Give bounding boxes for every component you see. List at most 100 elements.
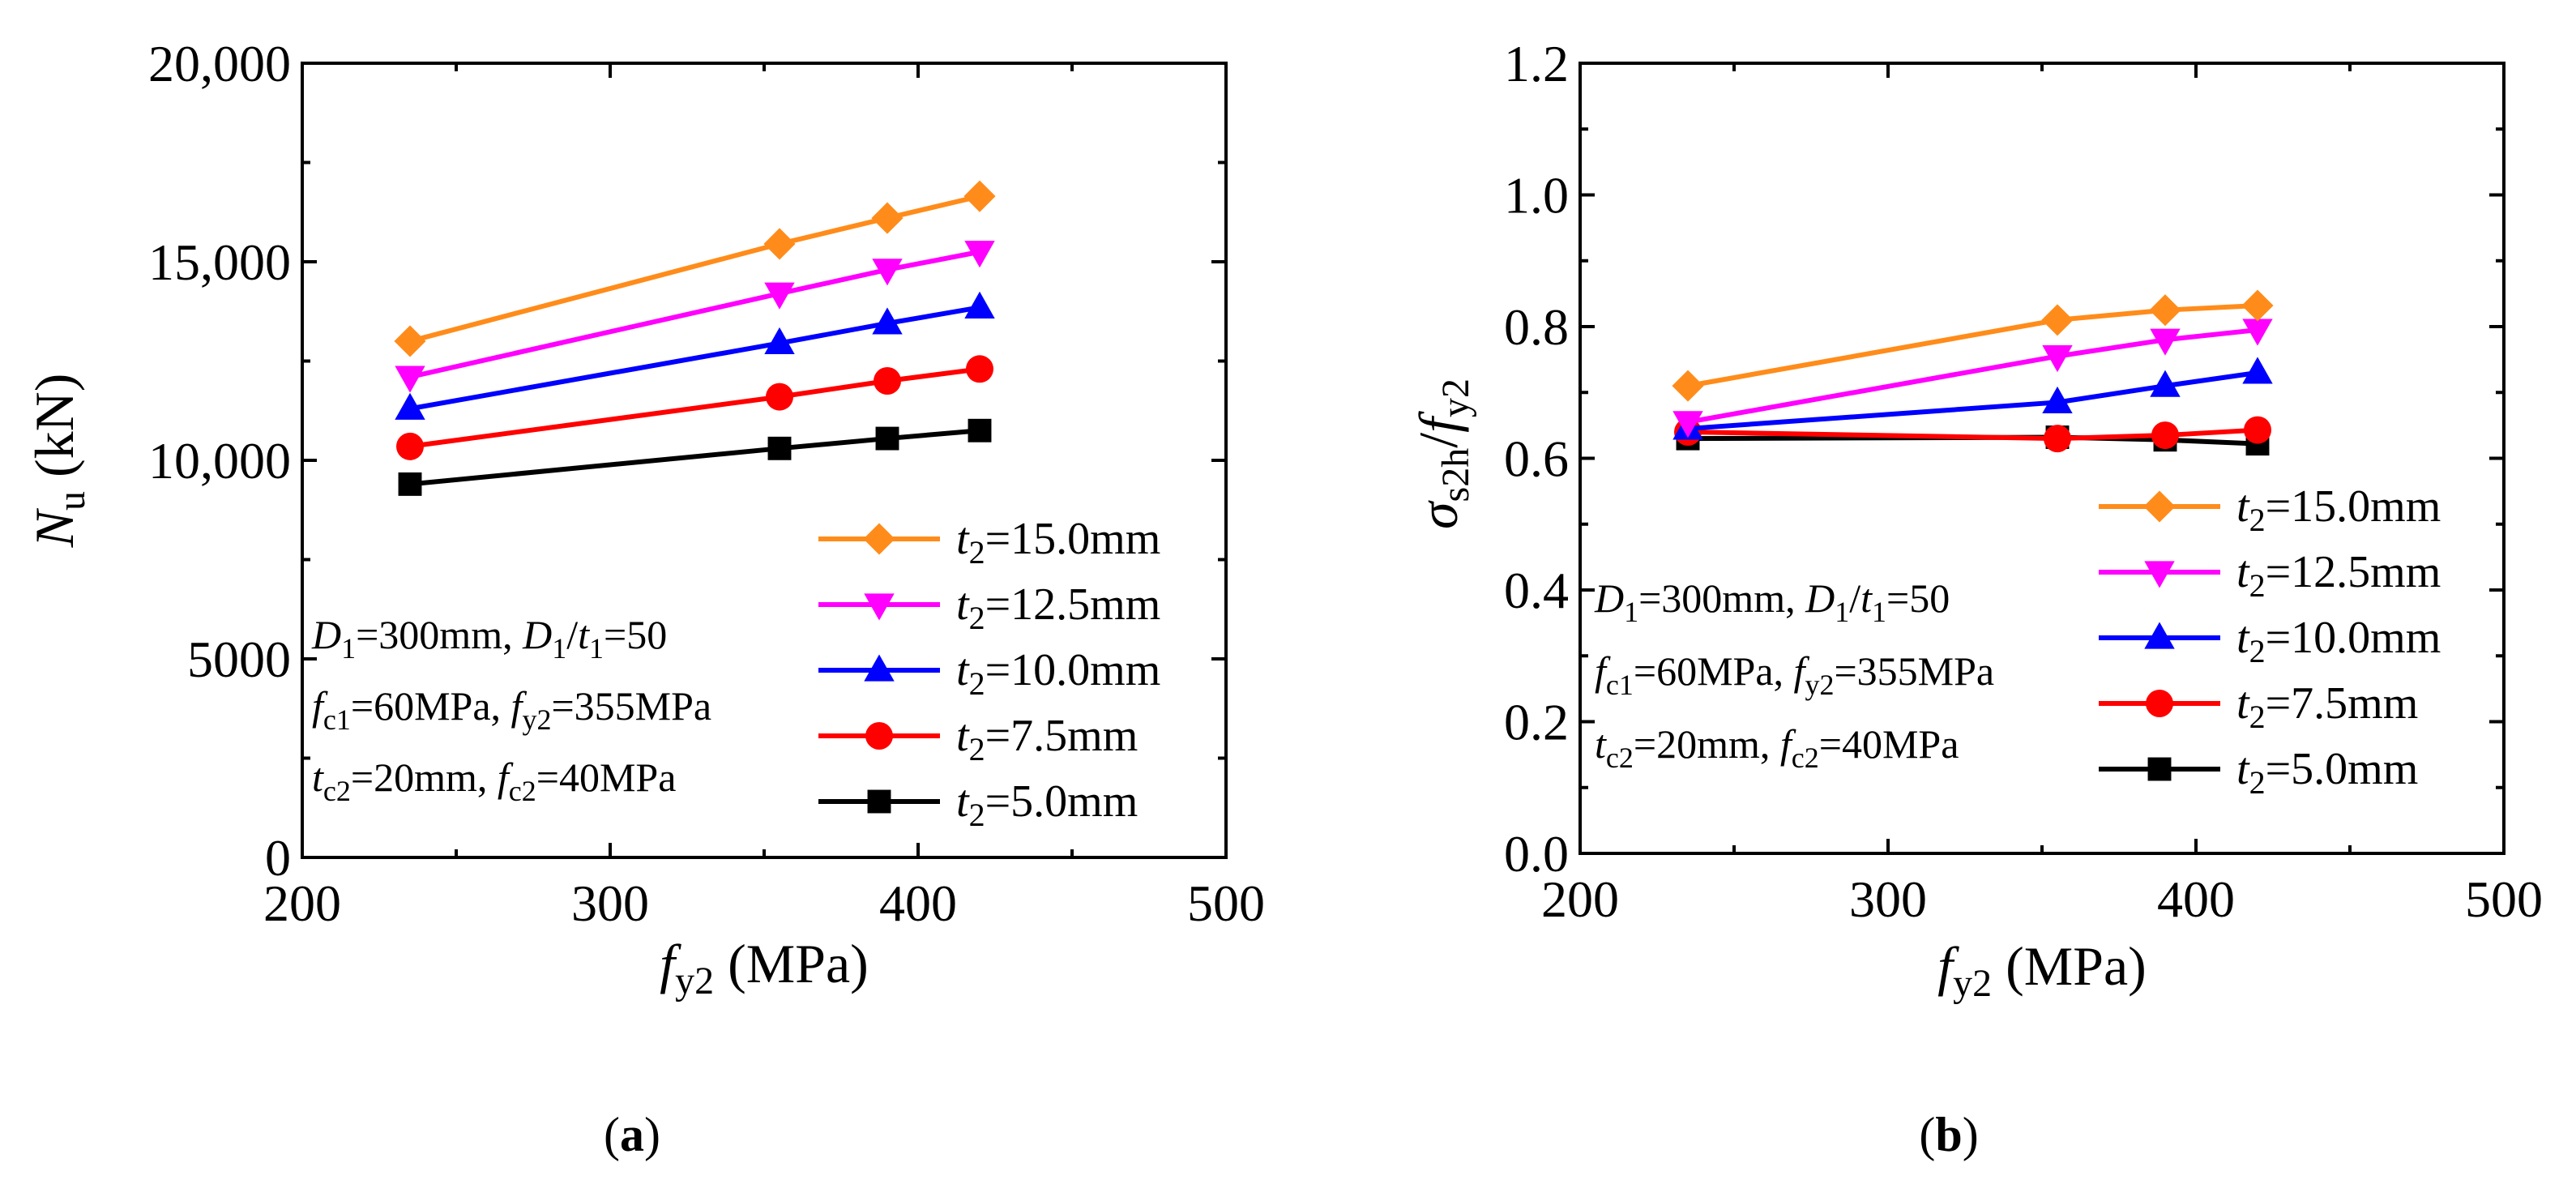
legend: t2=15.0mm t2=12.5mm t2=10.0mm t2=7.5mm t2=5.… [2099,481,2441,801]
legend-label: t2=5.0mm [956,776,1138,833]
data-point [394,325,426,357]
y-axis-title: σs2h/fy2 [1408,378,1477,529]
y-tick-label: 0 [265,829,291,887]
legend-marker [2144,561,2175,588]
data-point [872,259,903,286]
x-tick-label: 500 [2465,870,2543,928]
series-t2=12.5mm [395,241,995,393]
legend-item: t2=10.0mm [2099,613,2441,669]
series-line [409,366,980,449]
data-point [763,228,796,260]
series-line [1687,370,2258,431]
data-point [767,436,792,460]
data-point [968,418,992,442]
series-line [1687,427,2258,442]
series-line [1687,327,2258,425]
y-tick-label: 0.0 [1504,825,1569,883]
y-tick-label: 1.2 [1504,35,1569,92]
legend-label: t2=12.5mm [2236,547,2441,604]
legend-marker [865,722,893,750]
legend-marker [2143,490,2176,523]
annotation-line-3: tc2=20mm, fc2=40MPa [1595,721,1959,774]
series-line [409,428,980,487]
series-layer [1672,289,2274,456]
x-axis-title: fy2 (MPa) [660,933,869,1002]
legend-marker [864,593,895,621]
panel-a-chart: 200 300 400 500 0 5000 10,000 15,000 20,000 fy2… [23,35,1265,1161]
legend-label: t2=15.0mm [2236,481,2441,538]
data-point [2042,386,2073,414]
legend-item: t2=5.0mm [2099,744,2418,801]
data-point [766,383,793,411]
legend-marker [2146,690,2173,717]
y-tick-label: 5000 [187,631,291,688]
data-point [2149,294,2181,327]
y-tick-label: 0.4 [1504,562,1569,619]
x-tick-label: 200 [1541,870,1619,928]
annotation-line-2: fc1=60MPa, fy2=355MPa [312,683,711,736]
data-point [966,355,993,383]
panel-caption: (a) [604,1108,660,1161]
y-tick-label: 0.8 [1504,298,1569,356]
series-line [409,249,980,380]
series-t2=7.5mm [396,355,993,460]
panel-b-chart: 200 300 400 500 0.0 0.2 0.4 0.6 0.8 1.0 1.2 fy2 (… [1408,35,2543,1161]
data-point [2044,425,2071,453]
data-point [2042,344,2073,373]
series-t2=15.0mm [1672,289,2274,402]
data-point [2242,318,2273,346]
series-t2=15.0mm [394,180,996,357]
data-point [964,291,995,318]
legend: t2=15.0mm t2=12.5mm t2=10.0mm t2=7.5mm t2=5.… [818,514,1160,833]
parameter-annotation: D1=300mm, D1/t1=50 fc1=60MPa, fy2=355MPa… [311,612,711,807]
series-t2=5.0mm [1676,425,2270,456]
legend-label: t2=5.0mm [2236,744,2418,801]
legend-item: t2=15.0mm [2099,481,2441,538]
y-tick-label: 15,000 [148,233,291,291]
data-point [1672,370,1704,402]
legend-label: t2=7.5mm [956,711,1138,767]
data-point [2242,357,2273,384]
legend-label: t2=10.0mm [2236,613,2441,669]
legend-label: t2=7.5mm [2236,678,2418,735]
x-tick-label: 300 [1849,870,1927,928]
x-tick-label: 400 [2157,870,2235,928]
series-line [1687,303,2258,389]
annotation-line-1: D1=300mm, D1/t1=50 [311,612,667,665]
data-point [398,472,422,496]
legend-marker [867,789,891,814]
data-point [764,282,795,310]
legend-label: t2=12.5mm [956,579,1160,636]
legend-label: t2=10.0mm [956,645,1160,702]
data-point [875,426,899,451]
data-point [871,202,904,234]
data-point [396,432,424,460]
annotation-line-3: tc2=20mm, fc2=40MPa [312,755,676,807]
legend-marker [864,654,895,682]
legend-label: t2=15.0mm [956,514,1160,571]
series-layer [394,180,996,496]
axis-ticks [1578,62,2506,855]
legend-item: t2=5.0mm [818,776,1138,833]
data-point [764,327,795,355]
data-point [1672,411,1703,438]
data-point [2150,328,2181,356]
data-point [395,392,425,420]
data-point [872,307,903,335]
x-tick-label: 300 [571,874,649,932]
data-point [395,366,425,393]
x-tick-labels: 200 300 400 500 [1541,870,2543,928]
data-point [963,180,996,212]
y-tick-label: 10,000 [148,432,291,489]
data-point [2241,289,2274,322]
annotation-line-2: fc1=60MPa, fy2=355MPa [1595,648,1994,701]
legend-item: t2=10.0mm [818,645,1160,702]
annotation-line-1: D1=300mm, D1/t1=50 [1594,575,1950,628]
legend-item: t2=12.5mm [2099,547,2441,604]
legend-marker [2147,757,2172,781]
legend-item: t2=7.5mm [2099,678,2418,735]
legend-item: t2=7.5mm [818,711,1138,767]
data-point [2150,370,2181,397]
series-t2=10.0mm [395,291,995,420]
